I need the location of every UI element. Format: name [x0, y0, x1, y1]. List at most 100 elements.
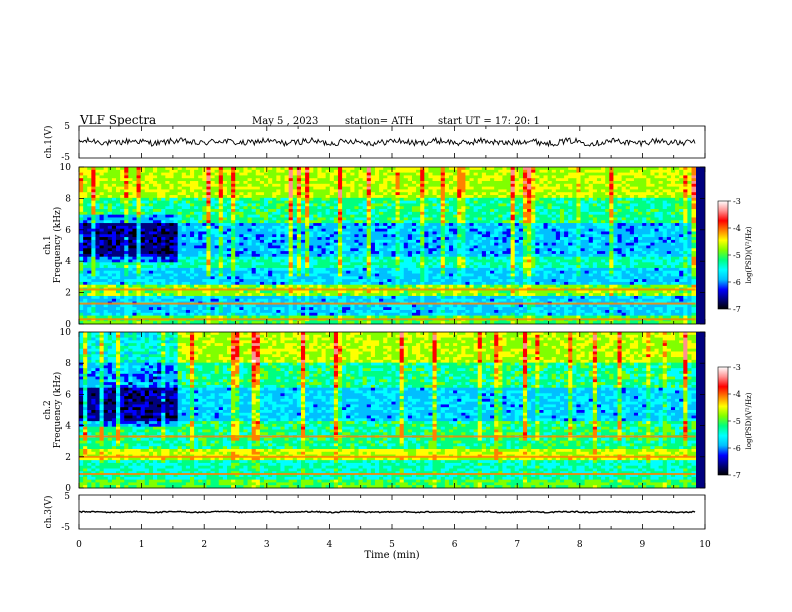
spectrogram-cell [670, 183, 676, 188]
spectrogram-cell [231, 251, 236, 255]
spectrogram-cell [235, 169, 240, 173]
spectrogram-cell [95, 181, 100, 185]
spectrogram-cell [152, 223, 158, 227]
spectrogram-cell [481, 192, 487, 196]
spectrogram-cell [592, 169, 598, 173]
spectrogram-cell [148, 197, 154, 202]
spectrogram-cell [465, 242, 470, 246]
spectrogram-cell [539, 175, 544, 179]
spectrogram-cell [337, 181, 343, 185]
spectrogram-cell [485, 239, 491, 244]
spectrogram-cell [387, 203, 392, 207]
spectrogram-cell [362, 251, 368, 255]
spectrogram-cell [342, 186, 347, 190]
spectrogram-cell [675, 228, 680, 232]
spectrogram-cell [362, 220, 368, 224]
spectrogram-cell [370, 256, 376, 260]
spectrogram-cell [539, 239, 544, 244]
spectrogram-cell [239, 183, 244, 188]
spectrogram-cell [259, 206, 265, 210]
spectrogram-cell [107, 220, 113, 224]
spectrogram-cell [518, 248, 524, 252]
spectrogram-cell [259, 172, 265, 176]
spectrogram-cell [440, 214, 446, 218]
spectrogram-cell [337, 248, 343, 252]
spectrogram-cell [428, 248, 433, 252]
spectrogram-cell [416, 209, 421, 213]
spectrogram-cell [198, 195, 203, 199]
spectrogram-cell [79, 197, 84, 202]
spectrogram-cell [481, 220, 487, 224]
spectrogram-cell [362, 234, 368, 238]
spectrogram-cell [551, 231, 557, 235]
spectrogram-cell [305, 231, 310, 235]
spectrogram-cell [103, 211, 109, 216]
spectrogram-cell [605, 175, 610, 179]
spectrogram-cell [346, 228, 351, 232]
spectrogram-cell [629, 189, 635, 193]
spectrogram-cell [259, 237, 265, 241]
spectrogram-cell [391, 256, 396, 260]
header-date: May 5 , 2023 [252, 116, 318, 127]
spectrogram-cell [448, 181, 454, 185]
spectrogram-cell [584, 172, 590, 176]
spectrogram-cell [140, 256, 146, 260]
spectrogram-cell [152, 217, 158, 221]
spectrogram-cell [218, 197, 224, 202]
spectrogram-cell [91, 181, 96, 185]
spectrogram-cell [362, 203, 368, 207]
spectrogram-cell [379, 223, 384, 227]
spectrogram-cell [440, 211, 446, 216]
spectrogram-cell [263, 223, 269, 227]
spectrogram-cell [613, 228, 618, 232]
spectrogram-cell [646, 195, 651, 199]
spectrogram-cell [288, 203, 294, 207]
spectrogram-cell [687, 175, 692, 179]
spectrogram-cell [432, 167, 438, 171]
spectrogram-cell [181, 256, 187, 260]
spectrogram-cell [629, 206, 635, 210]
spectrogram-cell [584, 237, 590, 241]
spectrogram-cell [559, 192, 565, 196]
spectrogram-cell [539, 231, 544, 235]
spectrogram-cell [342, 197, 347, 202]
spectrogram-cell [625, 223, 631, 227]
spectrogram-cell [116, 231, 121, 235]
spectrogram-cell [210, 197, 216, 202]
spectrogram-cell [124, 183, 129, 188]
spectrogram-cell [416, 195, 421, 199]
spectrogram-cell [239, 253, 244, 258]
spectrogram-cell [325, 189, 331, 193]
spectrogram-cell [169, 253, 174, 258]
spectrogram-cell [177, 245, 183, 249]
spectrogram-cell [420, 237, 425, 241]
spectrogram-cell [309, 186, 314, 190]
spectrogram-cell [313, 237, 318, 241]
spectrogram-cell [465, 175, 470, 179]
spectrogram-cell [432, 172, 438, 176]
spectrogram-cell [128, 206, 133, 210]
spectrogram-cell [210, 175, 216, 179]
spectrogram-cell [403, 203, 409, 207]
spectrogram-cell [527, 189, 532, 193]
spectrogram-cell [481, 172, 487, 176]
spectrogram-cell [280, 186, 285, 190]
spectrogram-cell [132, 192, 137, 196]
spectrogram-cell [453, 175, 458, 179]
spectrogram-cell [420, 217, 425, 221]
spectrogram-cell [305, 223, 310, 227]
spectrogram-cell [670, 192, 676, 196]
spectrogram-cell [617, 181, 623, 185]
spectrogram-cell [132, 169, 137, 173]
spectrogram-cell [448, 217, 454, 221]
spectrogram-cell [91, 253, 96, 258]
spectrogram-cell [625, 239, 631, 244]
spectrogram-cell [621, 167, 627, 171]
spectrogram-cell [440, 186, 446, 190]
spectrogram-cell [177, 206, 183, 210]
spectrogram-cell [629, 217, 635, 221]
spectrogram-cell [111, 192, 117, 196]
spectrogram-cell [79, 211, 84, 216]
spectrogram-cell [247, 181, 253, 185]
spectrogram-cell [424, 172, 429, 176]
